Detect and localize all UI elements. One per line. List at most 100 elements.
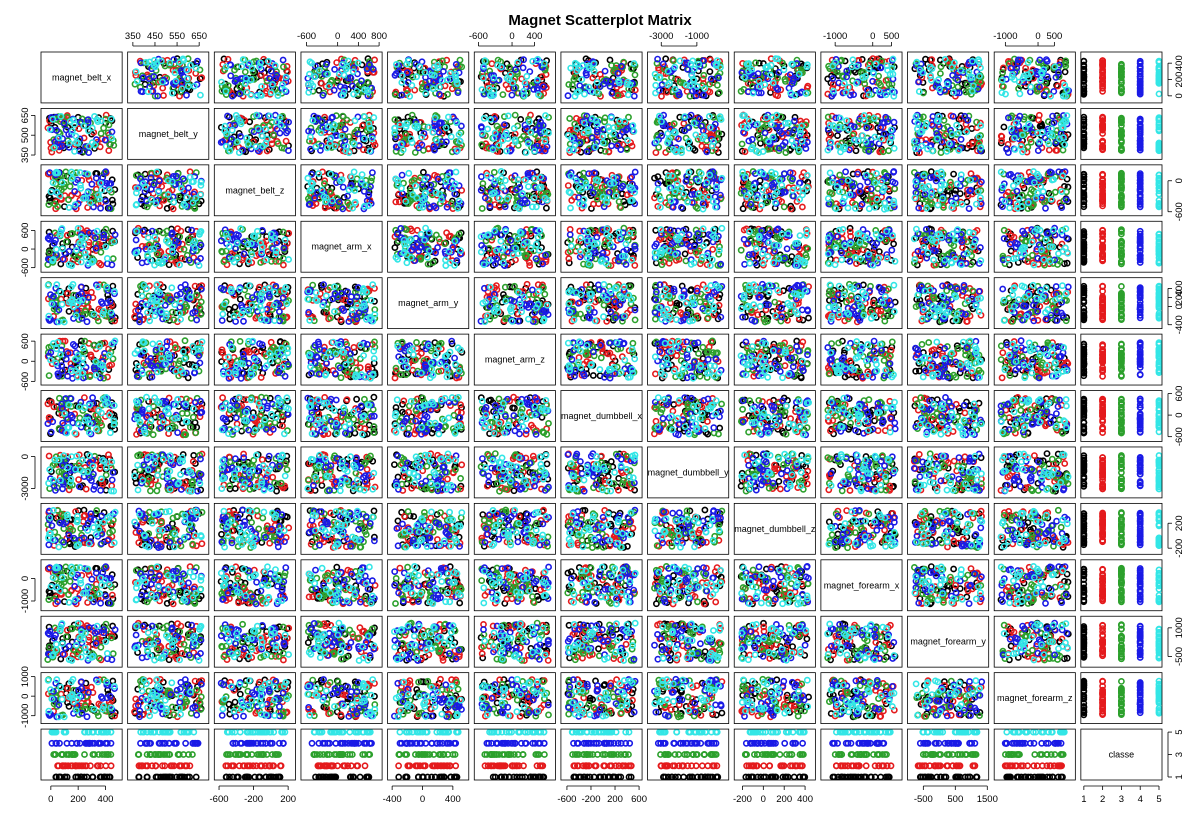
point-cloud <box>564 168 639 212</box>
data-point-class-5 <box>239 56 247 63</box>
data-point-class-3 <box>846 139 854 147</box>
data-point-class-5 <box>253 92 261 100</box>
data-point-class-2 <box>1045 146 1053 154</box>
data-point-class-3 <box>483 187 491 195</box>
data-point-class-5 <box>1155 90 1163 98</box>
data-point-class-5 <box>416 203 424 211</box>
data-point-class-5 <box>842 89 850 96</box>
data-point-class-4 <box>1008 128 1016 136</box>
data-point-class-2 <box>443 56 451 64</box>
data-point-class-5 <box>51 144 58 152</box>
data-point-class-5 <box>328 197 336 205</box>
data-point-class-2 <box>421 133 429 141</box>
data-point-class-5 <box>498 174 505 182</box>
data-point-class-3 <box>654 118 662 126</box>
data-point-class-4 <box>913 137 921 145</box>
data-point-class-5 <box>934 135 941 143</box>
data-point-class-3 <box>249 68 257 76</box>
data-point-class-2 <box>262 74 270 81</box>
data-point-class-4 <box>1136 144 1144 152</box>
data-point-class-4 <box>769 183 777 191</box>
data-point-class-5 <box>1011 146 1019 153</box>
data-point-class-2 <box>571 193 578 201</box>
panel-frame <box>127 51 210 104</box>
data-point-class-5 <box>745 67 752 75</box>
data-point-class-4 <box>172 172 180 180</box>
data-point-class-5 <box>108 134 116 142</box>
data-point-class-3 <box>1118 127 1125 135</box>
data-point-class-5 <box>664 130 672 137</box>
data-point-class-4 <box>46 235 53 243</box>
data-point-class-5 <box>788 60 796 68</box>
data-point-class-1 <box>852 147 860 155</box>
data-point-class-2 <box>967 170 975 178</box>
data-point-class-3 <box>408 177 416 185</box>
data-point-class-5 <box>454 204 462 212</box>
data-point-class-5 <box>701 85 709 92</box>
data-point-class-1 <box>950 170 957 178</box>
data-point-class-2 <box>794 121 802 128</box>
data-point-class-5 <box>317 129 325 137</box>
data-point-class-5 <box>826 122 834 129</box>
data-point-class-5 <box>664 67 672 75</box>
data-point-class-5 <box>180 57 188 64</box>
data-point-class-4 <box>311 194 319 202</box>
data-point-class-5 <box>997 168 1005 176</box>
data-point-class-5 <box>103 254 111 262</box>
data-point-class-5 <box>82 253 90 261</box>
data-point-class-5 <box>221 122 229 130</box>
data-point-class-4 <box>961 112 969 120</box>
data-point-class-2 <box>371 56 378 64</box>
data-point-class-5 <box>304 174 312 182</box>
data-point-class-5 <box>872 60 880 68</box>
data-point-class-3 <box>756 127 763 135</box>
data-point-class-5 <box>567 64 575 72</box>
data-point-class-5 <box>402 197 410 205</box>
data-point-class-1 <box>315 173 323 181</box>
data-point-class-4 <box>1014 56 1022 64</box>
data-point-class-5 <box>153 168 161 176</box>
data-point-class-5 <box>478 86 486 94</box>
data-point-class-2 <box>261 83 269 90</box>
data-point-class-4 <box>781 138 789 146</box>
data-point-class-5 <box>1008 73 1016 81</box>
data-point-class-5 <box>456 137 464 145</box>
data-point-class-4 <box>775 68 783 76</box>
panel-magnet_belt_y-vs-magnet_dumbbell_z <box>733 108 816 160</box>
panel-frame <box>127 164 210 217</box>
data-point-class-3 <box>670 120 678 128</box>
data-point-class-4 <box>564 92 572 100</box>
data-point-class-3 <box>1006 194 1013 202</box>
data-point-class-2 <box>482 144 490 152</box>
data-point-class-5 <box>695 177 702 185</box>
data-point-class-4 <box>1055 168 1063 176</box>
data-point-class-5 <box>1027 83 1035 91</box>
data-point-class-3 <box>877 81 884 89</box>
data-point-class-5 <box>763 64 770 72</box>
data-point-class-4 <box>583 71 590 79</box>
data-point-class-5 <box>782 119 789 127</box>
data-point-class-5 <box>107 115 115 123</box>
point-cloud <box>651 55 724 100</box>
panel-magnet_belt_x-vs-magnet_forearm_x <box>820 51 903 104</box>
data-point-class-5 <box>93 227 101 235</box>
data-point-class-5 <box>177 184 185 192</box>
data-point-class-3 <box>176 233 184 241</box>
data-point-class-5 <box>489 146 497 153</box>
data-point-class-4 <box>92 244 100 252</box>
data-point-class-5 <box>144 88 152 96</box>
data-point-class-5 <box>480 115 488 122</box>
data-point-class-5 <box>152 60 160 68</box>
data-point-class-2 <box>1099 67 1106 75</box>
data-point-class-2 <box>1099 184 1106 191</box>
data-point-class-3 <box>674 169 681 177</box>
data-point-class-5 <box>678 145 685 153</box>
data-point-class-5 <box>412 182 419 190</box>
data-point-class-3 <box>320 180 328 188</box>
data-point-class-5 <box>1045 140 1053 148</box>
data-point-class-4 <box>178 69 186 77</box>
data-point-class-5 <box>543 196 551 204</box>
data-point-class-5 <box>429 85 437 93</box>
data-point-class-5 <box>707 124 714 131</box>
